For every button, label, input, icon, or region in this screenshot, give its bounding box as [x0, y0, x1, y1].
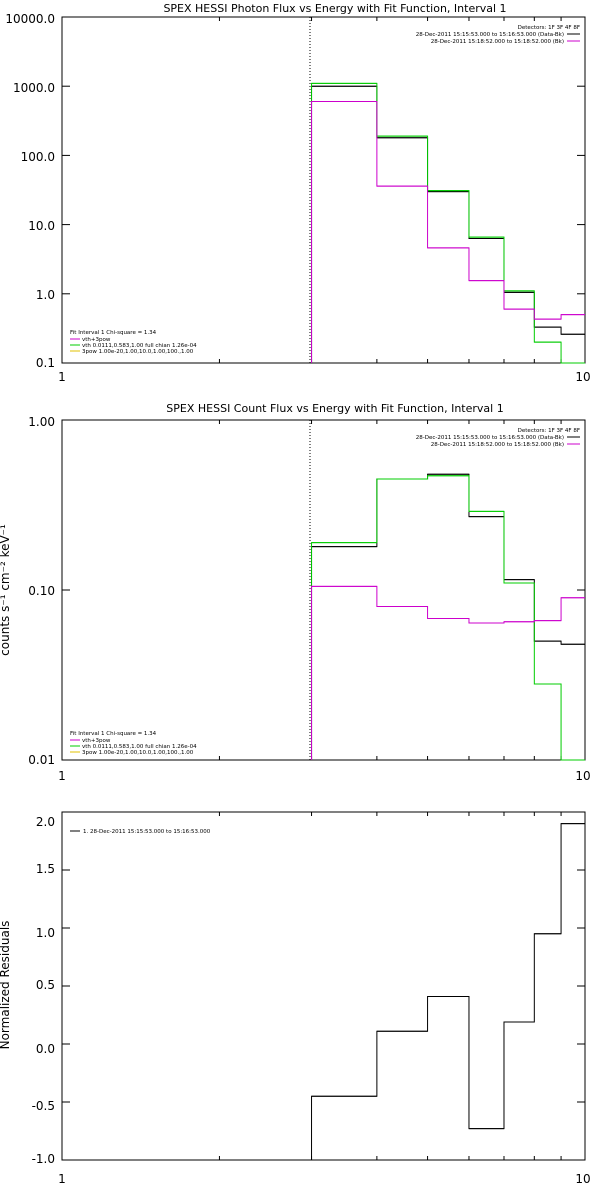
y-tick-label: 10.0 [28, 219, 55, 233]
y-tick-label: 10000.0 [5, 12, 55, 26]
x-axis-ticks: 1 10 [58, 370, 590, 384]
x-tick-label: 10 [575, 1172, 590, 1186]
info-text: Detectors: 1F 3F 4F 8F 28-Dec-2011 15:15… [416, 25, 580, 45]
data-interval-text: 28-Dec-2011 15:15:53.000 to 15:16:53.000… [416, 435, 564, 441]
fit-line-text: vth 0.0111,0.583,1.00 full chian 1.26e-0… [82, 343, 197, 349]
fit-line-text: 3pow 1.00e-20,1.00,10.0,1.00,100.,1.00 [82, 349, 194, 355]
x-tick-label: 10 [575, 370, 590, 384]
fit-line-text: vth+3pow [82, 738, 111, 744]
y-tick-label: 100.0 [21, 150, 55, 164]
series-vth-3pow [311, 475, 585, 761]
series-residuals [311, 823, 585, 1160]
y-axis-ticks: 2.0 1.5 1.0 0.5 0.0 -0.5 -1.0 [32, 815, 55, 1166]
y-tick-label: 0.0 [36, 1042, 55, 1056]
y-tick-label: 0.01 [28, 753, 55, 767]
series-data [311, 473, 585, 760]
plot-frame [61, 419, 586, 761]
fit-line-text: vth+3pow [82, 337, 111, 343]
x-tick-label: 1 [58, 769, 66, 783]
y-tick-label: 2.0 [36, 815, 55, 829]
series-group [61, 811, 586, 1161]
y-tick-label: -1.0 [32, 1152, 55, 1166]
y-tick-label: 1.0 [36, 926, 55, 940]
x-tick-label: 1 [58, 1172, 66, 1186]
x-tick-label: 10 [575, 769, 590, 783]
bk-interval-text: 28-Dec-2011 15:18:52.000 to 15:18:52.000… [431, 442, 564, 448]
y-tick-label: 0.10 [28, 584, 55, 598]
y-tick-label: 1000.0 [13, 81, 55, 95]
fit-line-text: vth 0.0111,0.583,1.00 full chian 1.26e-0… [82, 744, 197, 750]
series-data [311, 85, 585, 363]
fit-line-text: Fit Interval 1 Chi-square = 1.34 [70, 330, 157, 336]
series-vth-3pow [311, 82, 585, 364]
x-axis-ticks: 1 10 [58, 1172, 590, 1186]
fit-legend: Fit Interval 1 Chi-square = 1.34 vth+3po… [70, 330, 197, 355]
legend-text: 1. 28-Dec-2011 15:15:53.000 to 15:16:53.… [83, 829, 211, 835]
info-text: Detectors: 1F 3F 4F 8F 28-Dec-2011 15:15… [416, 428, 580, 448]
y-tick-label: -0.5 [32, 1099, 55, 1113]
detectors-text: Detectors: 1F 3F 4F 8F [518, 25, 580, 31]
data-interval-text: 28-Dec-2011 15:15:53.000 to 15:16:53.000… [416, 32, 564, 38]
count-flux-chart: SPEX HESSI Count Flux vs Energy with Fit… [0, 402, 591, 783]
fit-line-text: Fit Interval 1 Chi-square = 1.34 [70, 731, 157, 737]
y-axis-label: counts s⁻¹ cm⁻² keV⁻¹ [0, 524, 12, 656]
y-tick-label: 0.1 [36, 356, 55, 370]
series-group [61, 16, 586, 364]
y-axis-ticks: 1.00 0.10 0.01 [28, 415, 55, 767]
y-tick-label: 0.5 [36, 978, 55, 992]
photon-flux-chart: SPEX HESSI Photon Flux vs Energy with Fi… [5, 2, 590, 384]
y-axis-ticks: 10000.0 1000.0 100.0 10.0 1.0 0.1 [5, 12, 55, 370]
bk-interval-text: 28-Dec-2011 15:18:52.000 to 15:18:52.000… [431, 39, 564, 45]
fit-legend: Fit Interval 1 Chi-square = 1.34 vth+3po… [70, 731, 197, 756]
detectors-text: Detectors: 1F 3F 4F 8F [518, 428, 580, 434]
residuals-chart: Normalized Residuals 2.0 1.5 1.0 0.5 0.0… [0, 811, 591, 1186]
y-tick-label: 1.5 [36, 862, 55, 876]
chart-title: SPEX HESSI Photon Flux vs Energy with Fi… [163, 2, 506, 15]
fit-line-text: 3pow 1.00e-20,1.00,10.0,1.00,100.,1.00 [82, 750, 194, 756]
series-background [311, 101, 585, 363]
x-tick-label: 1 [58, 370, 66, 384]
plot-frame [61, 811, 586, 1161]
plot-frame [61, 16, 586, 364]
x-axis-ticks: 1 10 [58, 769, 590, 783]
y-tick-label: 1.0 [36, 288, 55, 302]
series-group [61, 419, 586, 761]
series-background [311, 585, 585, 760]
chart-title: SPEX HESSI Count Flux vs Energy with Fit… [166, 402, 503, 415]
y-axis-label: Normalized Residuals [0, 921, 12, 1050]
y-tick-label: 1.00 [28, 415, 55, 429]
